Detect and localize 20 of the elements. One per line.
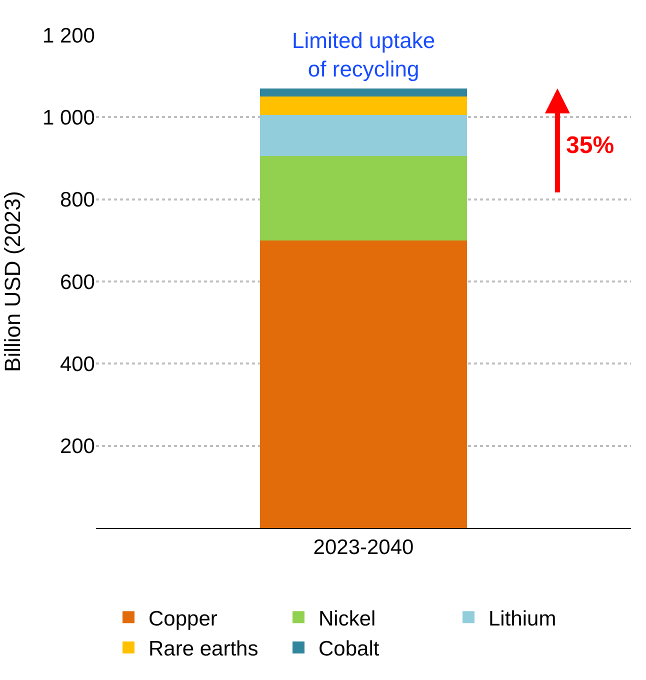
x-tick-label: 2023-2040 (313, 536, 414, 560)
y-tick-label: 1 000 (42, 106, 95, 130)
y-axis-title: Billion USD (2023) (0, 191, 26, 372)
legend-label: Copper (148, 607, 218, 630)
legend-label: Rare earths (148, 638, 258, 661)
bar (260, 96, 468, 116)
legend-label: Cobalt (318, 638, 380, 661)
y-tick-label: 400 (60, 353, 95, 376)
bar (260, 115, 468, 156)
legend-label: Nickel (318, 607, 376, 630)
annotation: Limited uptake of recycling (292, 28, 436, 82)
y-tick-label: 200 (60, 435, 95, 458)
bar (260, 88, 468, 97)
y-tick-label: 800 (60, 188, 95, 212)
legend-label: Lithium (488, 607, 556, 630)
bar (260, 240, 468, 528)
y-tick-label: 600 (60, 270, 95, 294)
y-tick-label: 1 200 (42, 24, 95, 48)
annotation: 35% (566, 132, 614, 159)
bar (260, 156, 468, 240)
